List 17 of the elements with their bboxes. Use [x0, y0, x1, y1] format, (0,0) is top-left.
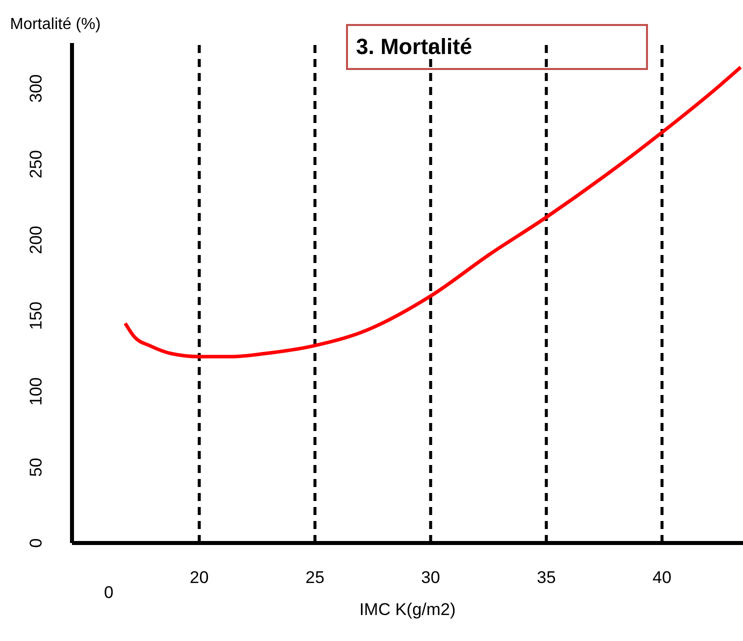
- x-tick-label: 25: [305, 568, 324, 588]
- y-axis-title: Mortalité (%): [10, 16, 101, 34]
- line-series: [123, 65, 742, 358]
- y-tick-label: 100: [26, 377, 46, 406]
- y-tick-label: 200: [26, 226, 46, 254]
- title-frame: 3. Mortalité: [346, 24, 648, 70]
- x-tick-label: 40: [652, 568, 672, 588]
- x-axis-title: IMC K(g/m2): [359, 600, 456, 619]
- text: 0: [104, 583, 114, 603]
- x-tick-label: 20: [190, 568, 209, 588]
- x-tick-label: 30: [421, 568, 440, 588]
- y-tick-label: 150: [26, 302, 46, 330]
- y-tick-label: 0: [26, 538, 46, 548]
- y-tick-label: 50: [26, 458, 46, 477]
- x-tick-label: 35: [536, 568, 556, 588]
- y-tick-label: 250: [26, 150, 46, 178]
- y-tick-label: 300: [26, 74, 46, 103]
